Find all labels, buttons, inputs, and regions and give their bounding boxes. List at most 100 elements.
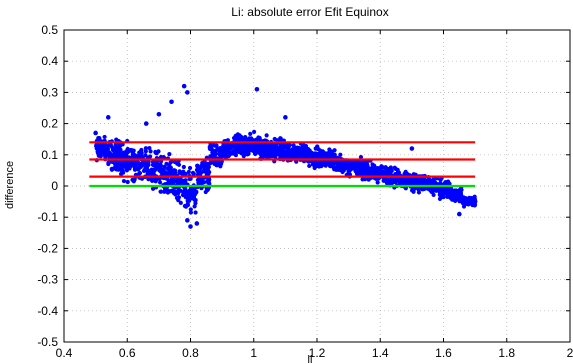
scatter-point xyxy=(215,162,220,167)
scatter-point xyxy=(376,170,381,175)
scatter-point xyxy=(334,167,339,172)
scatter-point xyxy=(325,154,330,159)
scatter-point xyxy=(205,187,210,193)
scatter-point xyxy=(167,152,172,157)
scatter-point xyxy=(128,159,133,165)
scatter-point xyxy=(148,149,153,154)
scatter-point xyxy=(115,146,120,151)
scatter-point xyxy=(431,176,436,182)
scatter-point xyxy=(206,179,211,184)
scatter-point xyxy=(158,163,163,169)
scatter-point xyxy=(441,194,446,200)
y-tick-label: -0.4 xyxy=(37,304,58,318)
scatter-point xyxy=(132,177,137,182)
scatter-point xyxy=(386,166,391,172)
scatter-point xyxy=(175,161,180,166)
scatter-point xyxy=(188,207,193,212)
scatter-point xyxy=(195,163,200,168)
scatter-point xyxy=(311,161,316,166)
scatter-point xyxy=(94,142,99,147)
scatter-point xyxy=(170,171,175,176)
scatter-point xyxy=(358,155,364,160)
scatter-point xyxy=(121,178,127,184)
scatter-point xyxy=(372,169,378,174)
x-tick-label: 0.8 xyxy=(182,346,199,360)
y-tick-label: -0.5 xyxy=(37,335,58,349)
scatter-point xyxy=(467,195,472,200)
scatter-point xyxy=(266,148,271,153)
scatter-point xyxy=(95,150,101,156)
scatter-point xyxy=(266,155,271,160)
scatter-point xyxy=(194,221,200,226)
x-axis-label: li xyxy=(308,354,313,364)
scatter-point xyxy=(323,151,328,156)
scatter-point xyxy=(185,90,190,95)
scatter-point xyxy=(431,188,436,193)
scatter-point xyxy=(273,145,279,151)
y-tick-label: 0.1 xyxy=(41,148,58,162)
scatter-point xyxy=(389,168,394,173)
scatter-point xyxy=(309,151,314,156)
scatter-point xyxy=(145,162,150,167)
scatter-point xyxy=(287,142,292,147)
scatter-point xyxy=(124,163,129,169)
scatter-point xyxy=(188,224,193,229)
scatter-point xyxy=(375,166,380,171)
scatter-point xyxy=(437,196,443,202)
scatter-point xyxy=(461,200,467,205)
scatter-point xyxy=(152,163,157,168)
scatter-point xyxy=(245,144,250,150)
scatter-point xyxy=(349,166,355,171)
scatter-point xyxy=(147,145,152,151)
scatter-point xyxy=(388,181,394,186)
scatter-point xyxy=(222,149,227,154)
scatter-point xyxy=(246,137,251,142)
scatter-point xyxy=(143,149,148,154)
scatter-point xyxy=(423,178,429,183)
scatter-point xyxy=(272,136,277,142)
scatter-point xyxy=(165,188,171,194)
scatter-point xyxy=(190,196,195,201)
scatter-point xyxy=(375,180,380,185)
scatter-point xyxy=(260,152,265,158)
scatter-point xyxy=(338,167,343,173)
scatter-point xyxy=(441,189,446,195)
y-tick-label: 0.2 xyxy=(41,117,58,131)
scatter-point xyxy=(185,218,190,223)
scatter-point xyxy=(210,143,215,148)
scatter-point xyxy=(178,188,183,193)
scatter-point xyxy=(201,180,207,185)
scatter-point xyxy=(125,179,130,185)
scatter-point xyxy=(174,195,180,201)
scatter-point xyxy=(304,149,309,154)
scatter-point xyxy=(143,121,149,126)
scatter-point xyxy=(121,155,126,160)
scatter-point xyxy=(402,179,407,184)
scatter-point xyxy=(136,167,141,172)
x-tick-label: 0.4 xyxy=(56,346,73,360)
scatter-point xyxy=(169,99,174,105)
scatter-point xyxy=(193,210,198,215)
scatter-point xyxy=(208,154,213,159)
scatter-point xyxy=(425,186,431,191)
scatter-point xyxy=(188,210,193,215)
scatter-point xyxy=(236,147,241,152)
scatter-point xyxy=(194,190,199,195)
scatter-point xyxy=(176,178,181,184)
scatter-point xyxy=(158,167,163,172)
scatter-point xyxy=(162,164,167,169)
scatter-point xyxy=(233,134,238,139)
scatter-point xyxy=(254,86,260,92)
scatter-points xyxy=(93,83,478,229)
scatter-point xyxy=(189,187,195,192)
scatter-point xyxy=(418,178,423,183)
scatter-point xyxy=(137,150,142,155)
scatter-point xyxy=(286,152,291,157)
scatter-point xyxy=(193,198,198,203)
scatter-point xyxy=(192,204,197,209)
scatter-point xyxy=(409,146,415,151)
scatter-point xyxy=(328,164,333,169)
scatter-point xyxy=(208,160,213,165)
scatter-point xyxy=(239,143,245,148)
